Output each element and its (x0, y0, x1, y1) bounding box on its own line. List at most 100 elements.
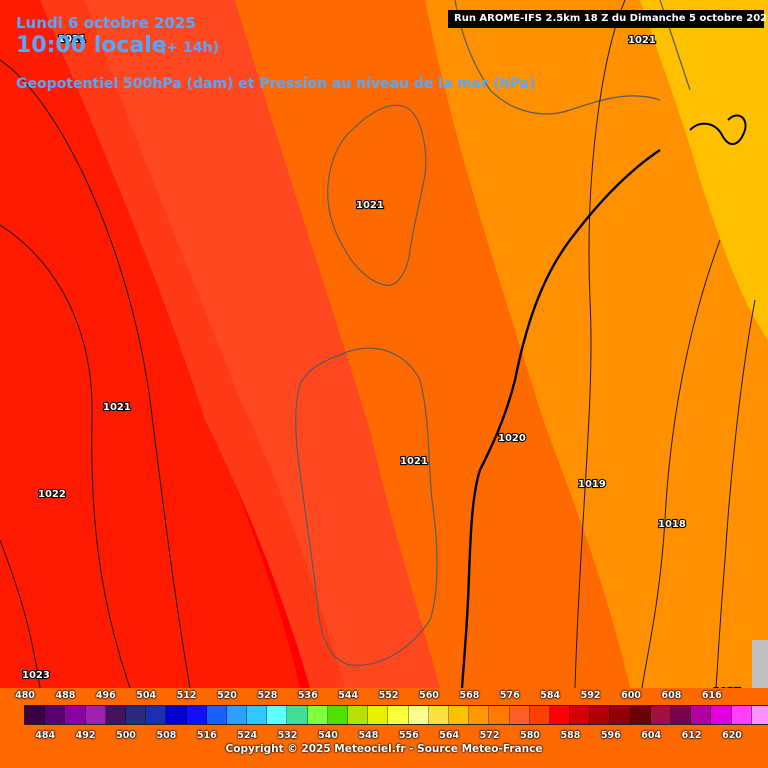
legend-tick-bottom: 556 (398, 730, 419, 741)
legend-swatch (267, 706, 288, 724)
legend-swatch (711, 706, 732, 724)
legend-swatch (428, 706, 449, 724)
legend-swatch (650, 706, 671, 724)
label-1023: 1023 (22, 670, 50, 681)
legend-swatch (549, 706, 571, 724)
legend-tick-bottom: 580 (520, 730, 540, 741)
isobar-1018 (641, 239, 721, 688)
label-1021-top-right: 1021 (628, 35, 656, 46)
legend-tick-bottom: 572 (479, 730, 500, 741)
legend-swatch (25, 706, 46, 724)
legend-swatch (751, 706, 768, 724)
band-yellow (640, 0, 768, 340)
legend-tick-bottom: 524 (237, 730, 258, 741)
label-1022: 1022 (38, 489, 66, 500)
coastlines (295, 0, 691, 666)
sardinia-coast (295, 347, 438, 666)
island-elba (689, 114, 747, 145)
legend-swatch (287, 706, 308, 724)
band-orange-light (425, 0, 768, 688)
legend-swatch (408, 706, 429, 724)
forecast-step: (+ 14h) (160, 40, 219, 56)
forecast-date: Lundi 6 octobre 2025 (16, 14, 196, 32)
label-1019: 1019 (578, 479, 606, 490)
legend-swatch (691, 706, 712, 724)
corsica-coast (327, 104, 427, 286)
legend-swatch (630, 706, 651, 724)
legend-swatch (206, 706, 227, 724)
legend-swatch (489, 706, 510, 724)
legend-tick-top: 600 (621, 690, 641, 701)
isobar-1017 (715, 299, 756, 688)
legend-swatch (226, 706, 248, 724)
legend-tick-bottom: 596 (600, 730, 621, 741)
legend-swatch (186, 706, 207, 724)
legend-colorbar (24, 705, 768, 725)
legend-tick-top: 568 (459, 690, 480, 701)
legend-tick-top: 536 (297, 690, 318, 701)
legend-tick-bottom: 540 (318, 730, 338, 741)
legend-swatch (247, 706, 268, 724)
legend-tick-top: 528 (257, 690, 278, 701)
mainland-coast (454, 0, 661, 115)
isobar-1022 (0, 224, 131, 688)
legend-tick-top: 608 (661, 690, 682, 701)
legend-swatch (671, 706, 692, 724)
isobars (0, 0, 756, 688)
mainland-coast-east (659, 0, 691, 91)
label-1021-sardinia: 1021 (400, 456, 428, 467)
no-data-area (752, 640, 768, 688)
legend-swatch (469, 706, 490, 724)
legend-tick-bottom: 548 (358, 730, 379, 741)
legend-swatch (570, 706, 591, 724)
weather-map: 1021 1021 1021 1021 1021 1022 1023 1020 … (0, 0, 768, 688)
legend-tick-bottom: 516 (196, 730, 217, 741)
legend-tick-top: 552 (378, 690, 399, 701)
run-info: Run AROME-IFS 2.5km 18 Z du Dimanche 5 o… (448, 10, 768, 28)
legend-tick-top: 480 (15, 690, 35, 701)
legend-tick-top: 584 (540, 690, 561, 701)
legend-tick-top: 616 (701, 690, 722, 701)
legend-swatch (307, 706, 328, 724)
isobar-1020 (460, 149, 661, 688)
isobar-1021-west (0, 59, 191, 688)
legend-tick-top: 496 (95, 690, 116, 701)
label-1021-top-left: 1021 (58, 34, 86, 45)
legend-swatch (45, 706, 66, 724)
legend-tick-bottom: 620 (722, 730, 742, 741)
legend-swatch (125, 706, 147, 724)
legend-tick-bottom: 492 (75, 730, 96, 741)
forecast-time: 10:00 locale (16, 33, 167, 58)
legend-swatch (327, 706, 348, 724)
legend-tick-top: 544 (338, 690, 359, 701)
legend-tick-bottom: 484 (35, 730, 56, 741)
legend-tick-bottom: 508 (156, 730, 177, 741)
legend-tick-top: 504 (136, 690, 157, 701)
legend-tick-top: 592 (580, 690, 601, 701)
legend-swatch (348, 706, 369, 724)
legend-swatch (105, 706, 126, 724)
color-legend: 480 488 496 504 512 520 528 536 544 552 560 568 576 5… (0, 688, 768, 768)
legend-swatch (85, 706, 106, 724)
legend-tick-bottom: 612 (681, 730, 702, 741)
legend-swatch (388, 706, 409, 724)
map-subtitle: Geopotentiel 500hPa (dam) et Pression au… (16, 76, 536, 92)
label-1017: 1017 (713, 687, 741, 688)
legend-swatch (731, 706, 752, 724)
legend-tick-bottom: 500 (116, 730, 136, 741)
legend-swatch (610, 706, 631, 724)
isobar-1019 (574, 0, 626, 688)
legend-tick-bottom: 604 (641, 730, 662, 741)
legend-swatch (448, 706, 470, 724)
label-1018: 1018 (658, 519, 686, 530)
legend-tick-top: 576 (499, 690, 520, 701)
legend-swatch (146, 706, 167, 724)
legend-swatch (529, 706, 550, 724)
legend-tick-bottom: 588 (560, 730, 581, 741)
label-1021-west: 1021 (103, 402, 131, 413)
band-red-west (0, 0, 300, 688)
legend-swatch (368, 706, 389, 724)
legend-tick-top: 520 (217, 690, 237, 701)
legend-tick-top: 488 (55, 690, 76, 701)
